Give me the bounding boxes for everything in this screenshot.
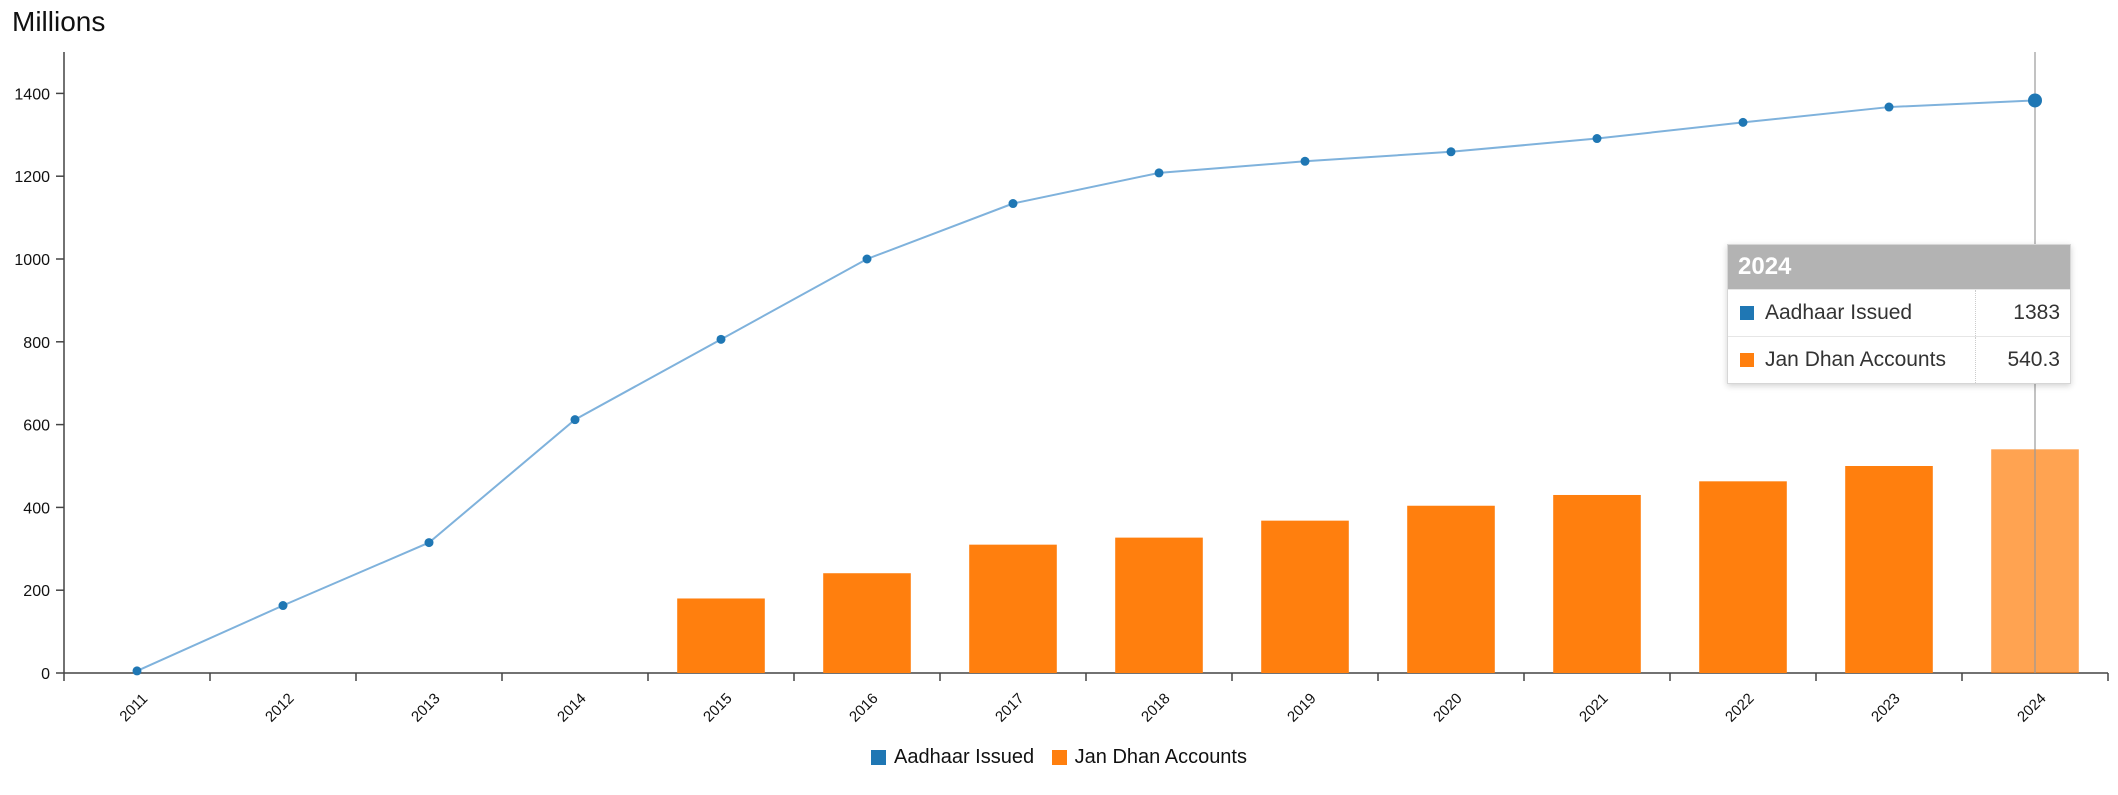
y-tick-label: 800: [23, 335, 50, 352]
x-tick-label: 2019: [1284, 690, 1320, 726]
legend-item-jandhan[interactable]: Jan Dhan Accounts: [1051, 746, 1247, 769]
point-2014[interactable]: [570, 415, 580, 425]
legend: Aadhaar Issued Jan Dhan Accounts: [0, 746, 2118, 771]
point-2018[interactable]: [1154, 168, 1164, 178]
point-2017[interactable]: [1008, 199, 1018, 209]
aadhaar-line: [136, 99, 2036, 672]
point-2021[interactable]: [1592, 134, 1602, 144]
bar-2016[interactable]: [823, 573, 911, 673]
tooltip-swatch-aadhaar: [1740, 306, 1754, 320]
point-2024[interactable]: [2028, 93, 2042, 108]
y-tick-label: 0: [41, 666, 50, 683]
x-tick-label: 2022: [1722, 690, 1758, 726]
x-tick-label: 2024: [2014, 690, 2050, 726]
bar-2022[interactable]: [1699, 481, 1787, 673]
bar-2018[interactable]: [1115, 537, 1203, 673]
legend-swatch-jandhan: [1051, 750, 1067, 765]
y-tick-label: 400: [23, 500, 50, 517]
bar-2020[interactable]: [1407, 505, 1495, 673]
bar-2017[interactable]: [969, 544, 1057, 673]
bar-2023[interactable]: [1845, 466, 1933, 673]
y-tick-label: 200: [23, 583, 50, 600]
tooltip-series-value: 1383: [1975, 290, 2070, 336]
y-tick-label: 600: [23, 418, 50, 435]
x-tick-label: 2011: [116, 690, 151, 725]
legend-label: Jan Dhan Accounts: [1074, 746, 1247, 768]
tooltip-title: 2024: [1728, 245, 2070, 289]
point-2016[interactable]: [862, 254, 872, 264]
tooltip-series-name: Aadhaar Issued: [1765, 301, 1913, 324]
point-2011[interactable]: [132, 666, 142, 676]
x-tick-label: 2020: [1430, 690, 1466, 726]
y-tick-label: 1000: [14, 252, 50, 269]
tooltip-series-name: Jan Dhan Accounts: [1765, 348, 1946, 371]
y-unit-label: Millions: [12, 6, 106, 37]
legend-item-aadhaar[interactable]: Aadhaar Issued: [870, 746, 1035, 769]
tooltip-row-aadhaar: Aadhaar Issued 1383: [1728, 289, 2070, 336]
x-tick-label: 2021: [1576, 690, 1612, 726]
point-2012[interactable]: [278, 601, 288, 611]
bar-2019[interactable]: [1261, 520, 1349, 673]
point-2013[interactable]: [424, 538, 434, 548]
legend-swatch-aadhaar: [870, 750, 886, 765]
point-2022[interactable]: [1738, 117, 1748, 127]
x-axis: 2011 2012 2013 2014 2015 2016 2017 2018 2019 2020…: [63, 672, 2109, 726]
x-tick-label: 2017: [992, 690, 1028, 726]
point-2015[interactable]: [716, 334, 726, 344]
x-tick-label: 2013: [408, 690, 444, 726]
bar-2021[interactable]: [1553, 494, 1641, 673]
x-tick-label: 2016: [846, 690, 882, 726]
bar-series: [677, 449, 2079, 673]
x-tick-label: 2018: [1138, 690, 1174, 726]
x-tick-label: 2023: [1868, 690, 1904, 726]
legend-label: Aadhaar Issued: [893, 746, 1035, 768]
tooltip-swatch-jandhan: [1740, 353, 1754, 367]
tooltip-row-jandhan: Jan Dhan Accounts 540.3: [1728, 336, 2070, 383]
y-axis: 0 200 400 600 800 1000 1200 1400: [14, 52, 65, 683]
tooltip-series-value: 540.3: [1975, 337, 2070, 383]
x-tick-label: 2012: [262, 690, 298, 726]
y-tick-label: 1200: [14, 169, 50, 186]
point-2023[interactable]: [1884, 102, 1894, 112]
point-2020[interactable]: [1446, 147, 1456, 157]
x-tick-label: 2015: [700, 690, 736, 726]
bar-2015[interactable]: [677, 598, 765, 673]
x-tick-label: 2014: [554, 690, 590, 726]
point-2019[interactable]: [1300, 156, 1310, 166]
y-tick-label: 1400: [14, 86, 50, 103]
tooltip: 2024 Aadhaar Issued 1383 Jan Dhan Accoun…: [1727, 244, 2071, 384]
